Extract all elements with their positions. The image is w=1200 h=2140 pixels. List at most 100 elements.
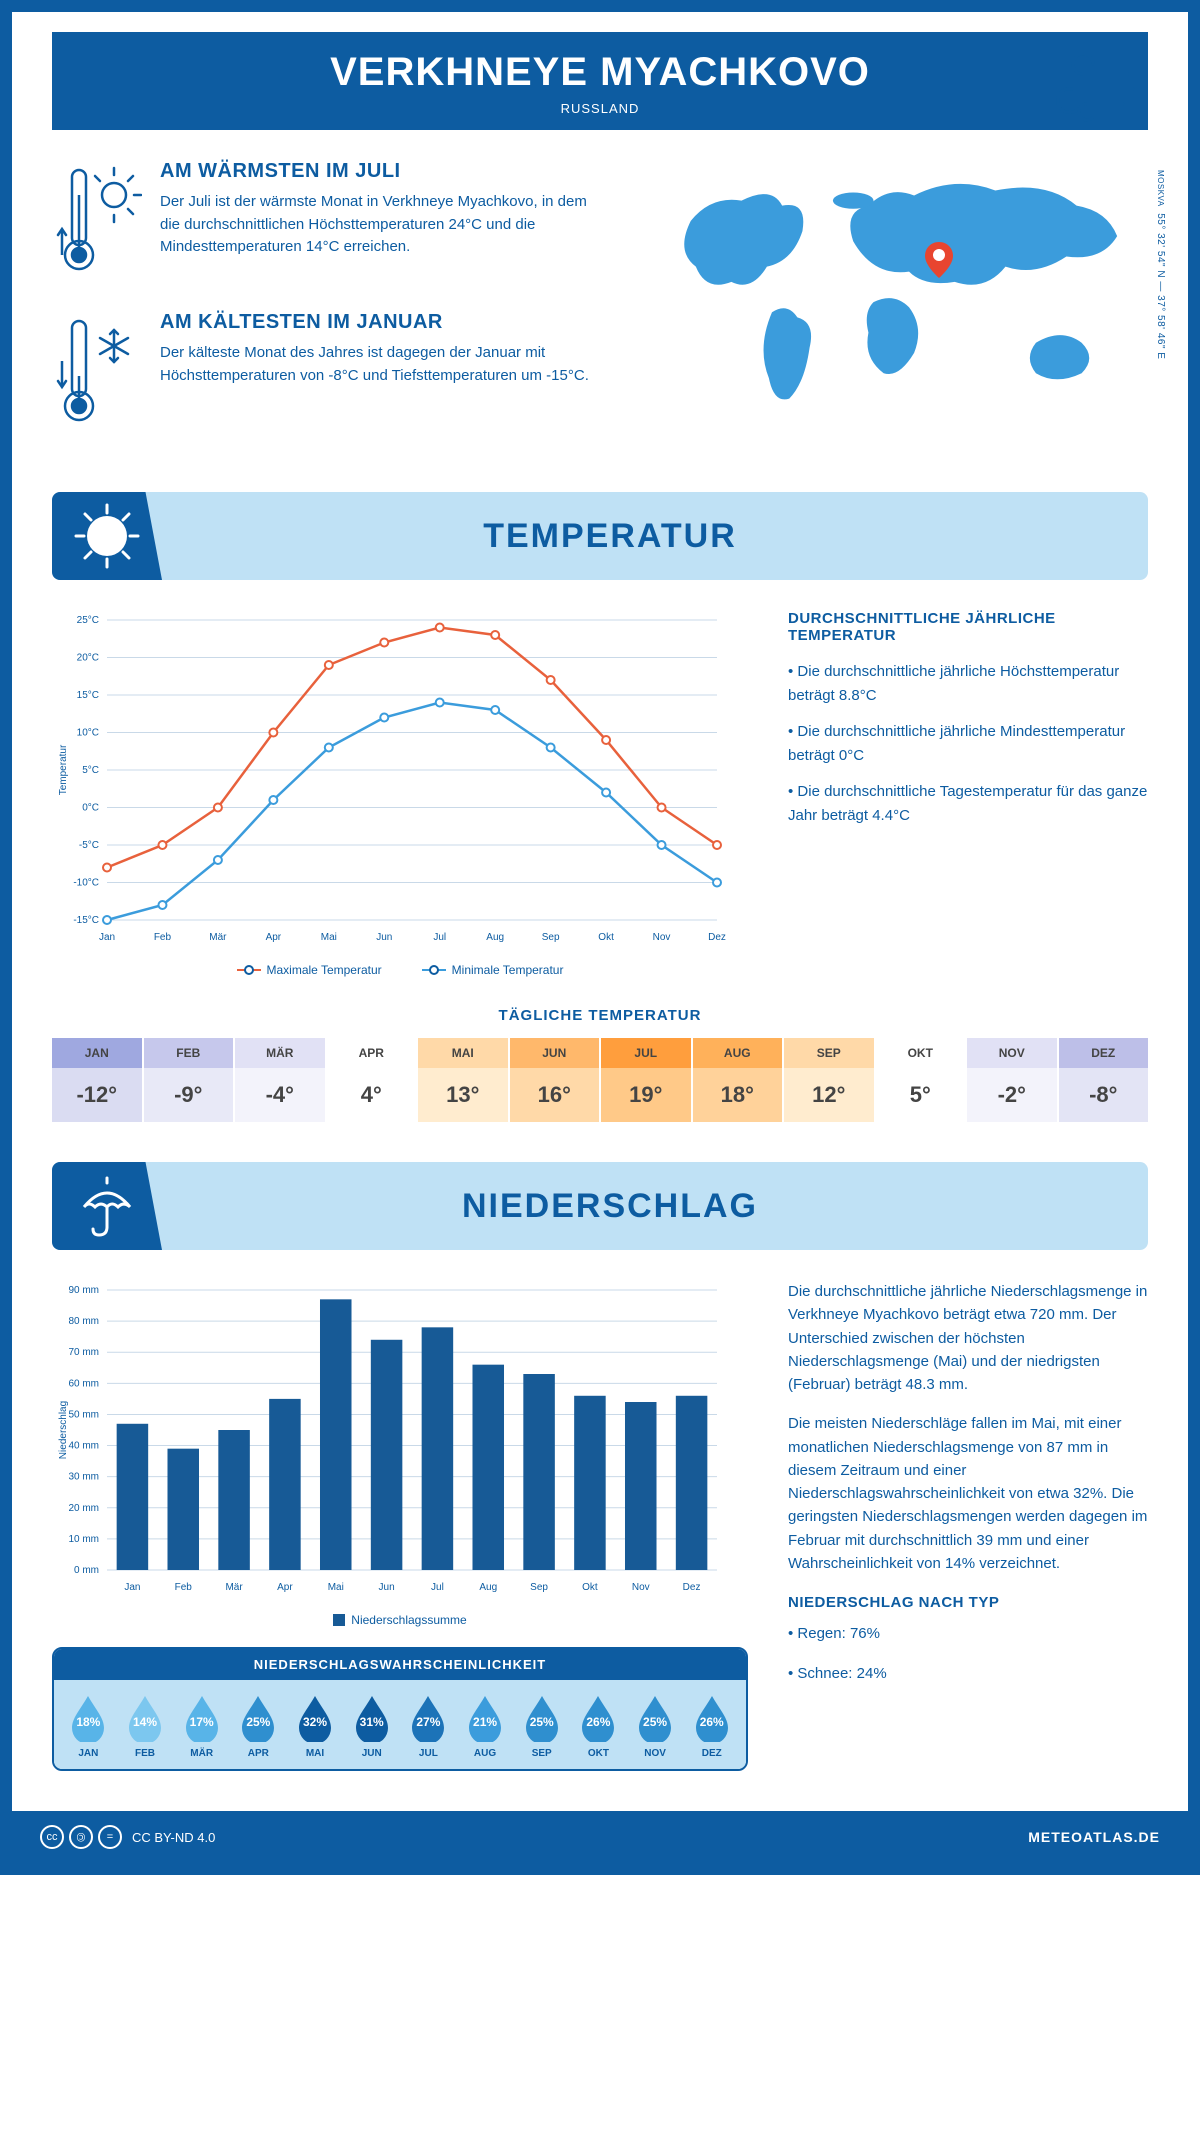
daily-cell: JUN16° (510, 1038, 600, 1122)
coldest-block: AM KÄLTESTEN IM JANUAR Der kälteste Mona… (52, 311, 610, 436)
daily-cell: MÄR-4° (235, 1038, 325, 1122)
daily-cell: NOV-2° (967, 1038, 1057, 1122)
precipitation-summary-text: Die durchschnittliche jährliche Niedersc… (788, 1280, 1148, 1771)
precipitation-title: NIEDERSCHLAG (162, 1187, 1148, 1226)
daily-temperature-title: TÄGLICHE TEMPERATUR (52, 1007, 1148, 1024)
probability-drop: 26%OKT (572, 1694, 625, 1759)
coldest-text: Der kälteste Monat des Jahres ist dagege… (160, 342, 610, 387)
svg-text:Jun: Jun (376, 932, 392, 943)
by-icon: 🄯 (69, 1825, 93, 1849)
temperature-summary-text: DURCHSCHNITTLICHE JÄHRLICHE TEMPERATUR •… (788, 610, 1148, 977)
svg-text:Jul: Jul (433, 932, 446, 943)
svg-text:Aug: Aug (486, 932, 504, 943)
warmest-title: AM WÄRMSTEN IM JULI (160, 160, 610, 183)
svg-text:30 mm: 30 mm (68, 1472, 99, 1483)
svg-text:70 mm: 70 mm (68, 1347, 99, 1358)
footer: cc🄯= CC BY-ND 4.0 METEOATLAS.DE (12, 1811, 1188, 1863)
probability-drop: 21%AUG (459, 1694, 512, 1759)
svg-text:Jul: Jul (431, 1582, 444, 1593)
daily-cell: MAI13° (418, 1038, 508, 1122)
svg-text:60 mm: 60 mm (68, 1378, 99, 1389)
svg-text:Dez: Dez (683, 1582, 701, 1593)
svg-text:5°C: 5°C (82, 765, 99, 776)
precipitation-legend: Niederschlagssumme (52, 1613, 748, 1627)
temperature-legend: Maximale Temperatur Minimale Temperatur (52, 963, 748, 977)
svg-text:40 mm: 40 mm (68, 1441, 99, 1452)
country-label: RUSSLAND (52, 101, 1148, 116)
svg-text:Apr: Apr (277, 1582, 293, 1593)
svg-text:80 mm: 80 mm (68, 1316, 99, 1327)
daily-cell: APR4° (327, 1038, 417, 1122)
umbrella-icon (52, 1162, 162, 1250)
svg-text:Apr: Apr (266, 932, 282, 943)
cc-icon: cc (40, 1825, 64, 1849)
temperature-title: TEMPERATUR (162, 517, 1148, 556)
wind-icon (1038, 54, 1138, 124)
svg-text:10°C: 10°C (77, 728, 99, 739)
thermometer-snow-icon (52, 311, 142, 436)
svg-text:Aug: Aug (479, 1582, 497, 1593)
svg-text:Sep: Sep (542, 932, 560, 943)
svg-text:-5°C: -5°C (79, 840, 99, 851)
summary-row: AM WÄRMSTEN IM JULI Der Juli ist der wär… (12, 130, 1188, 482)
city-title: VERKHNEYE MYACHKOVO (52, 50, 1148, 95)
svg-text:Temperatur: Temperatur (58, 744, 69, 795)
location-pin-icon (925, 242, 953, 283)
svg-text:Niederschlag: Niederschlag (58, 1401, 69, 1459)
probability-drop: 32%MAI (289, 1694, 342, 1759)
warmest-text: Der Juli ist der wärmste Monat in Verkhn… (160, 191, 610, 259)
svg-text:Okt: Okt (598, 932, 614, 943)
svg-text:Jan: Jan (124, 1582, 140, 1593)
svg-text:90 mm: 90 mm (68, 1285, 99, 1296)
coldest-title: AM KÄLTESTEN IM JANUAR (160, 311, 610, 334)
probability-drop: 31%JUN (345, 1694, 398, 1759)
svg-text:Nov: Nov (632, 1582, 650, 1593)
daily-cell: FEB-9° (144, 1038, 234, 1122)
svg-text:0°C: 0°C (82, 803, 99, 814)
svg-text:10 mm: 10 mm (68, 1534, 99, 1545)
sun-icon (52, 492, 162, 580)
daily-temperature-grid: JAN-12°FEB-9°MÄR-4°APR4°MAI13°JUN16°JUL1… (52, 1038, 1148, 1122)
brand-label: METEOATLAS.DE (1028, 1829, 1160, 1845)
temperature-line-chart: -15°C -10°C -5°C 0°C 5°C 10°C 15°C 20°C 25°C Jan F… (52, 610, 748, 977)
svg-text:Feb: Feb (175, 1582, 193, 1593)
svg-text:Jan: Jan (99, 932, 115, 943)
probability-drop: 25%SEP (515, 1694, 568, 1759)
svg-text:15°C: 15°C (77, 690, 99, 701)
daily-cell: JUL19° (601, 1038, 691, 1122)
daily-cell: SEP12° (784, 1038, 874, 1122)
temperature-section-bar: TEMPERATUR (52, 492, 1148, 580)
svg-text:Mai: Mai (321, 932, 337, 943)
license-label: cc🄯= CC BY-ND 4.0 (40, 1825, 215, 1849)
infographic-page: VERKHNEYE MYACHKOVO RUSSLAND AM WÄRMSTEN… (0, 0, 1200, 1875)
warmest-block: AM WÄRMSTEN IM JULI Der Juli ist der wär… (52, 160, 610, 285)
precipitation-section-bar: NIEDERSCHLAG (52, 1162, 1148, 1250)
svg-text:Sep: Sep (530, 1582, 548, 1593)
svg-text:Dez: Dez (708, 932, 726, 943)
svg-text:-15°C: -15°C (73, 915, 99, 926)
svg-text:Feb: Feb (154, 932, 172, 943)
precipitation-probability-box: NIEDERSCHLAGSWAHRSCHEINLICHKEIT 18%JAN14… (52, 1647, 748, 1771)
svg-text:20°C: 20°C (77, 653, 99, 664)
daily-cell: OKT5° (876, 1038, 966, 1122)
coordinates-label: MOSKVA 55° 32' 54" N — 37° 58' 46" E (1155, 170, 1166, 359)
svg-text:25°C: 25°C (77, 615, 99, 626)
nd-icon: = (98, 1825, 122, 1849)
daily-cell: JAN-12° (52, 1038, 142, 1122)
probability-drop: 27%JUL (402, 1694, 455, 1759)
daily-cell: AUG18° (693, 1038, 783, 1122)
world-map: MOSKVA 55° 32' 54" N — 37° 58' 46" E (640, 160, 1148, 462)
svg-text:-10°C: -10°C (73, 878, 99, 889)
probability-drop: 18%JAN (62, 1694, 115, 1759)
header: VERKHNEYE MYACHKOVO RUSSLAND (52, 32, 1148, 130)
thermometer-sun-icon (52, 160, 142, 285)
probability-drop: 14%FEB (119, 1694, 172, 1759)
precipitation-bar-chart: 0 mm 10 mm 20 mm 30 mm 40 mm 50 mm 60 mm 70 mm 8… (52, 1280, 748, 1627)
svg-text:Mär: Mär (225, 1582, 243, 1593)
svg-text:Mai: Mai (328, 1582, 344, 1593)
svg-text:0 mm: 0 mm (74, 1565, 99, 1576)
svg-text:50 mm: 50 mm (68, 1409, 99, 1420)
probability-drop: 25%NOV (629, 1694, 682, 1759)
svg-text:20 mm: 20 mm (68, 1503, 99, 1514)
svg-text:Jun: Jun (379, 1582, 395, 1593)
